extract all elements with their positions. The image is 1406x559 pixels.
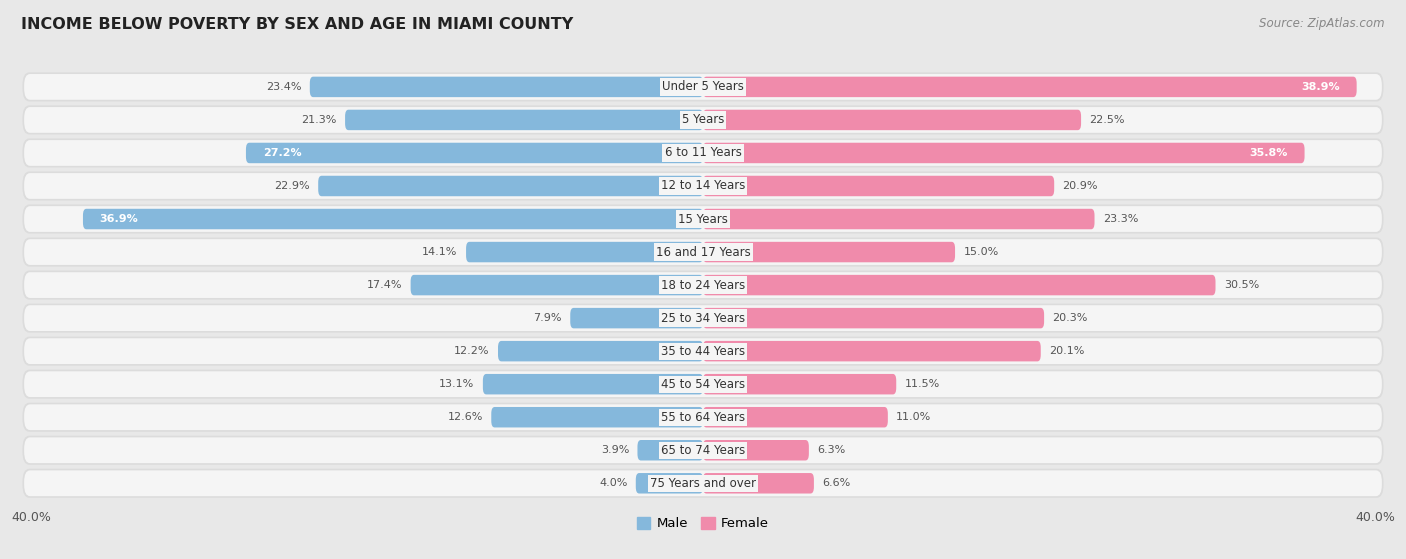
Text: 55 to 64 Years: 55 to 64 Years	[661, 411, 745, 424]
Text: 12 to 14 Years: 12 to 14 Years	[661, 179, 745, 192]
FancyBboxPatch shape	[22, 106, 1384, 135]
FancyBboxPatch shape	[24, 437, 1382, 463]
FancyBboxPatch shape	[703, 341, 1040, 361]
Text: 11.0%: 11.0%	[896, 412, 932, 422]
FancyBboxPatch shape	[246, 143, 703, 163]
FancyBboxPatch shape	[24, 338, 1382, 364]
FancyBboxPatch shape	[344, 110, 703, 130]
FancyBboxPatch shape	[83, 209, 703, 229]
FancyBboxPatch shape	[22, 469, 1384, 498]
Text: INCOME BELOW POVERTY BY SEX AND AGE IN MIAMI COUNTY: INCOME BELOW POVERTY BY SEX AND AGE IN M…	[21, 17, 574, 32]
Text: Source: ZipAtlas.com: Source: ZipAtlas.com	[1260, 17, 1385, 30]
Text: 11.5%: 11.5%	[904, 379, 939, 389]
FancyBboxPatch shape	[703, 242, 955, 262]
Text: 15.0%: 15.0%	[963, 247, 998, 257]
Text: 20.1%: 20.1%	[1049, 346, 1084, 356]
Text: 23.3%: 23.3%	[1102, 214, 1139, 224]
FancyBboxPatch shape	[24, 272, 1382, 298]
FancyBboxPatch shape	[22, 402, 1384, 432]
FancyBboxPatch shape	[24, 206, 1382, 232]
FancyBboxPatch shape	[498, 341, 703, 361]
Text: 16 and 17 Years: 16 and 17 Years	[655, 245, 751, 259]
FancyBboxPatch shape	[22, 337, 1384, 366]
FancyBboxPatch shape	[24, 371, 1382, 397]
FancyBboxPatch shape	[24, 173, 1382, 199]
Text: 21.3%: 21.3%	[301, 115, 336, 125]
Text: Under 5 Years: Under 5 Years	[662, 80, 744, 93]
FancyBboxPatch shape	[22, 139, 1384, 168]
Text: 35.8%: 35.8%	[1250, 148, 1288, 158]
FancyBboxPatch shape	[703, 374, 896, 395]
FancyBboxPatch shape	[703, 176, 1054, 196]
FancyBboxPatch shape	[22, 172, 1384, 201]
Text: 5 Years: 5 Years	[682, 113, 724, 126]
Text: 38.9%: 38.9%	[1301, 82, 1340, 92]
Text: 6 to 11 Years: 6 to 11 Years	[665, 146, 741, 159]
FancyBboxPatch shape	[318, 176, 703, 196]
FancyBboxPatch shape	[703, 209, 1094, 229]
FancyBboxPatch shape	[703, 143, 1305, 163]
FancyBboxPatch shape	[703, 473, 814, 494]
Text: 12.6%: 12.6%	[447, 412, 482, 422]
Text: 13.1%: 13.1%	[439, 379, 474, 389]
Text: 75 Years and over: 75 Years and over	[650, 477, 756, 490]
FancyBboxPatch shape	[491, 407, 703, 428]
Text: 65 to 74 Years: 65 to 74 Years	[661, 444, 745, 457]
Text: 17.4%: 17.4%	[367, 280, 402, 290]
Text: 12.2%: 12.2%	[454, 346, 489, 356]
FancyBboxPatch shape	[24, 74, 1382, 100]
FancyBboxPatch shape	[24, 471, 1382, 496]
Text: 15 Years: 15 Years	[678, 212, 728, 225]
Text: 30.5%: 30.5%	[1223, 280, 1260, 290]
Text: 25 to 34 Years: 25 to 34 Years	[661, 311, 745, 325]
Text: 45 to 54 Years: 45 to 54 Years	[661, 378, 745, 391]
FancyBboxPatch shape	[465, 242, 703, 262]
Text: 4.0%: 4.0%	[599, 479, 627, 488]
Text: 7.9%: 7.9%	[533, 313, 562, 323]
FancyBboxPatch shape	[703, 407, 887, 428]
Legend: Male, Female: Male, Female	[631, 512, 775, 536]
Text: 23.4%: 23.4%	[266, 82, 301, 92]
Text: 36.9%: 36.9%	[100, 214, 139, 224]
Text: 14.1%: 14.1%	[422, 247, 458, 257]
FancyBboxPatch shape	[637, 440, 703, 461]
FancyBboxPatch shape	[22, 72, 1384, 101]
FancyBboxPatch shape	[22, 238, 1384, 267]
Text: 6.3%: 6.3%	[817, 446, 845, 455]
Text: 27.2%: 27.2%	[263, 148, 301, 158]
Text: 3.9%: 3.9%	[600, 446, 628, 455]
FancyBboxPatch shape	[22, 205, 1384, 234]
FancyBboxPatch shape	[636, 473, 703, 494]
Text: 20.3%: 20.3%	[1053, 313, 1088, 323]
FancyBboxPatch shape	[703, 308, 1045, 328]
FancyBboxPatch shape	[24, 107, 1382, 133]
Text: 22.5%: 22.5%	[1090, 115, 1125, 125]
FancyBboxPatch shape	[22, 304, 1384, 333]
Text: 6.6%: 6.6%	[823, 479, 851, 488]
FancyBboxPatch shape	[24, 305, 1382, 331]
FancyBboxPatch shape	[24, 239, 1382, 265]
FancyBboxPatch shape	[24, 404, 1382, 430]
Text: 35 to 44 Years: 35 to 44 Years	[661, 345, 745, 358]
FancyBboxPatch shape	[411, 275, 703, 295]
FancyBboxPatch shape	[703, 110, 1081, 130]
FancyBboxPatch shape	[22, 435, 1384, 465]
FancyBboxPatch shape	[482, 374, 703, 395]
FancyBboxPatch shape	[22, 271, 1384, 300]
FancyBboxPatch shape	[22, 369, 1384, 399]
FancyBboxPatch shape	[703, 77, 1357, 97]
FancyBboxPatch shape	[309, 77, 703, 97]
Text: 20.9%: 20.9%	[1063, 181, 1098, 191]
FancyBboxPatch shape	[703, 275, 1216, 295]
FancyBboxPatch shape	[571, 308, 703, 328]
FancyBboxPatch shape	[24, 140, 1382, 166]
Text: 18 to 24 Years: 18 to 24 Years	[661, 278, 745, 292]
Text: 22.9%: 22.9%	[274, 181, 309, 191]
FancyBboxPatch shape	[703, 440, 808, 461]
